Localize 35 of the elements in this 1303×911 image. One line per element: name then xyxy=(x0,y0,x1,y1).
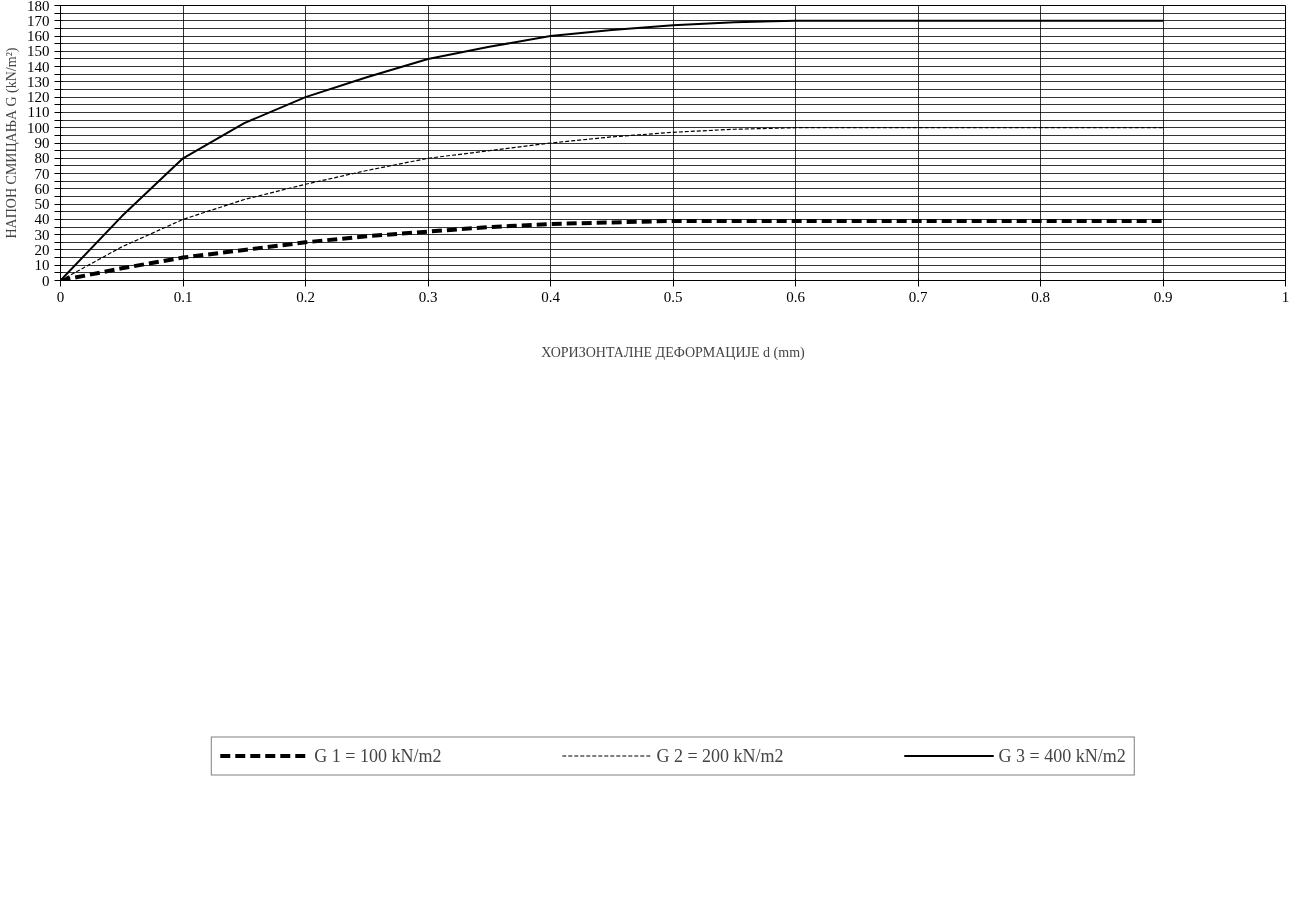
x-tick-label: 0.2 xyxy=(296,288,315,305)
y-tick-label: 30 xyxy=(34,226,50,243)
y-tick-label: 10 xyxy=(34,257,50,274)
x-tick-label: 0.4 xyxy=(541,288,561,305)
y-tick-label: 110 xyxy=(27,104,50,121)
y-tick-label: 100 xyxy=(27,119,50,136)
y-tick-label: 0 xyxy=(42,272,50,289)
legend-label: G 2 = 200 kN/m2 xyxy=(656,745,784,767)
y-tick-label: 40 xyxy=(34,211,50,228)
y-tick-label: 130 xyxy=(27,73,50,90)
x-tick-label: 0.9 xyxy=(1153,288,1173,305)
y-tick-label: 120 xyxy=(27,89,50,106)
y-tick-label: 140 xyxy=(27,58,50,75)
x-axis-title: ХОРИЗОНТАЛНЕ ДЕФОРМАЦИЈЕ d (mm) xyxy=(541,344,806,361)
legend-label: G 3 = 400 kN/m2 xyxy=(998,745,1126,767)
x-tick-label: 0.3 xyxy=(418,288,438,305)
y-tick-label: 80 xyxy=(34,150,50,167)
x-tick-label: 0.6 xyxy=(786,288,806,305)
x-tick-label: 0 xyxy=(56,288,65,305)
x-tick-label: 1 xyxy=(1281,288,1290,305)
y-tick-label: 160 xyxy=(27,28,50,45)
y-tick-label: 50 xyxy=(34,196,50,213)
x-tick-label: 0.8 xyxy=(1031,288,1050,305)
x-tick-label: 0.7 xyxy=(908,288,928,305)
x-tick-label: 0.1 xyxy=(173,288,193,305)
y-tick-label: 90 xyxy=(34,135,50,151)
y-tick-label: 60 xyxy=(34,180,50,197)
y-tick-label: 180 xyxy=(27,0,50,14)
y-tick-label: 70 xyxy=(34,165,50,182)
y-tick-label: 20 xyxy=(34,241,50,258)
y-tick-label: 150 xyxy=(27,43,50,60)
y-tick-label: 170 xyxy=(27,12,50,29)
legend-label: G 1 = 100 kN/m2 xyxy=(314,745,442,767)
y-axis-title: НАПОН СМИЦАЊА G (kN/m²) xyxy=(4,47,20,239)
x-tick-label: 0.5 xyxy=(663,288,683,305)
